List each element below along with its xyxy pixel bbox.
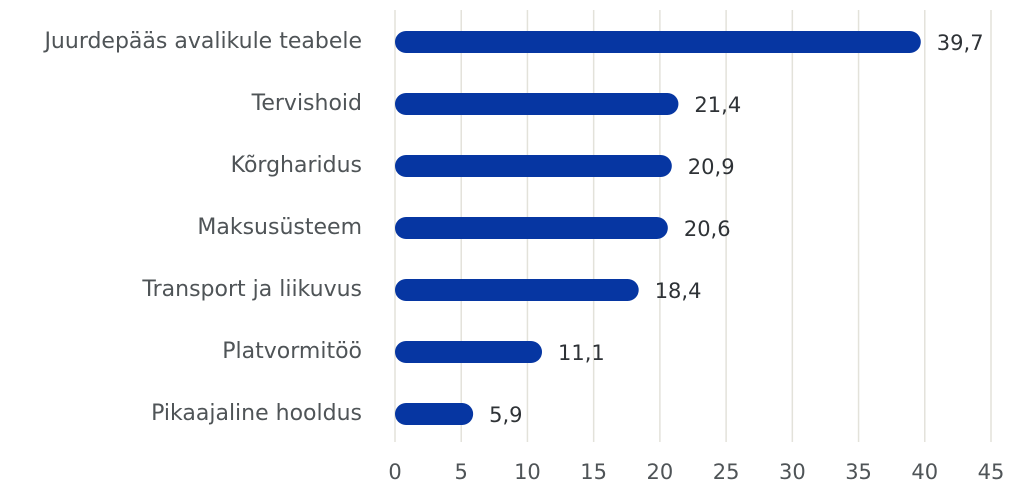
x-tick-label: 10 (514, 460, 541, 484)
bar (395, 279, 639, 301)
bar (395, 217, 668, 239)
x-tick-label: 35 (845, 460, 872, 484)
value-label: 18,4 (655, 279, 702, 303)
x-tick-label: 25 (713, 460, 740, 484)
x-tick-label: 45 (978, 460, 1005, 484)
x-tick-label: 15 (580, 460, 607, 484)
category-label: Juurdepääs avalikule teabele (42, 29, 362, 54)
value-label: 20,9 (688, 155, 735, 179)
value-label: 39,7 (937, 31, 984, 55)
bar (395, 93, 679, 115)
bar (395, 155, 672, 177)
bar (395, 31, 921, 53)
x-tick-label: 20 (647, 460, 674, 484)
value-label: 21,4 (694, 93, 741, 117)
category-label: Transport ja liikuvus (141, 277, 362, 302)
x-tick-label: 5 (455, 460, 468, 484)
category-label: Maksusüsteem (197, 215, 362, 240)
bar (395, 403, 474, 425)
x-tick-label: 30 (779, 460, 806, 484)
bar (395, 341, 543, 363)
x-tick-label: 40 (911, 460, 938, 484)
category-label: Kõrgharidus (231, 153, 362, 178)
category-label: Pikaajaline hooldus (151, 401, 362, 426)
category-label: Tervishoid (251, 91, 362, 116)
x-tick-label: 0 (388, 460, 401, 484)
value-label: 5,9 (489, 403, 522, 427)
value-label: 20,6 (684, 217, 731, 241)
value-label: 11,1 (558, 341, 605, 365)
category-label: Platvormitöö (222, 339, 362, 364)
